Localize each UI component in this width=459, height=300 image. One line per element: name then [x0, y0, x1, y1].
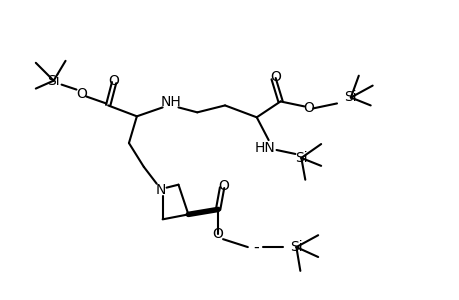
Text: Si: Si	[294, 151, 307, 165]
Text: O: O	[212, 227, 223, 241]
Text: O: O	[218, 179, 229, 193]
Text: O: O	[269, 70, 280, 84]
Text: -: -	[252, 240, 258, 255]
Text: Si: Si	[290, 240, 302, 254]
Text: Si: Si	[47, 74, 60, 88]
Text: Si: Si	[344, 91, 356, 104]
Text: N: N	[155, 183, 166, 196]
Text: O: O	[108, 74, 119, 88]
Text: NH: NH	[160, 95, 180, 110]
Text: HN: HN	[254, 141, 274, 155]
Text: O: O	[302, 101, 313, 116]
Text: O: O	[76, 86, 87, 100]
